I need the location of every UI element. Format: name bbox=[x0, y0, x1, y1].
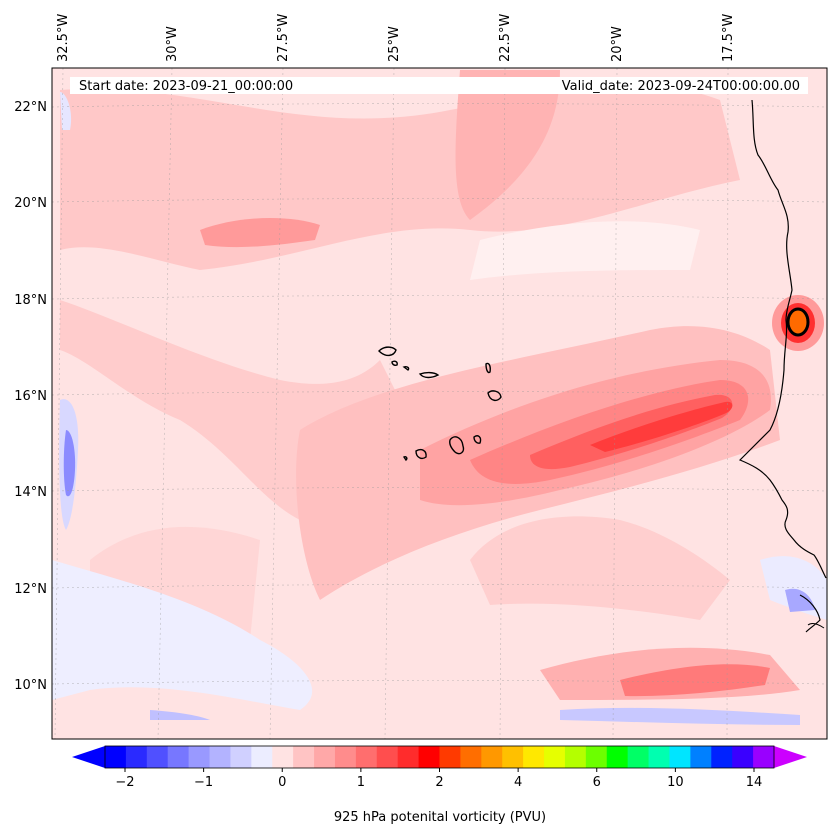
colorbar-swatch bbox=[210, 746, 231, 768]
colorbar-tick-label: 4 bbox=[514, 775, 522, 790]
colorbar-swatch bbox=[440, 746, 461, 768]
colorbar-tick-label: 14 bbox=[746, 775, 763, 790]
lat-label: 10°N bbox=[14, 678, 47, 693]
colorbar-swatch bbox=[565, 746, 586, 768]
colorbar-swatch bbox=[189, 746, 210, 768]
colorbar-swatch bbox=[105, 746, 126, 768]
colorbar-swatch bbox=[419, 746, 440, 768]
colorbar-tick-label: 10 bbox=[667, 775, 684, 790]
colorbar-tick-label: −2 bbox=[115, 775, 134, 790]
colorbar-swatch bbox=[649, 746, 670, 768]
lat-label: 14°N bbox=[14, 485, 47, 500]
map-figure: Start date: 2023-09-21_00:00:00 Valid_da… bbox=[0, 0, 837, 836]
colorbar-swatch bbox=[711, 746, 732, 768]
colorbar-swatch bbox=[753, 746, 774, 768]
colorbar-swatch bbox=[230, 746, 251, 768]
lon-label: 30°W bbox=[165, 26, 180, 62]
colorbar-tick-label: 1 bbox=[357, 775, 365, 790]
lon-label: 17.5°W bbox=[721, 14, 736, 62]
colorbar-swatch bbox=[544, 746, 565, 768]
latitude-labels: 22°N 20°N 18°N 16°N 14°N 12°N 10°N bbox=[14, 100, 47, 693]
lat-label: 16°N bbox=[14, 389, 47, 404]
colorbar-ticks: −2 −1 0 1 2 4 6 10 14 bbox=[115, 768, 762, 790]
lat-label: 22°N bbox=[14, 100, 47, 115]
lon-label: 25°W bbox=[387, 26, 402, 62]
lon-label: 20°W bbox=[610, 26, 625, 62]
longitude-labels: 32.5°W 30°W 27.5°W 25°W 22.5°W 20°W 17.5… bbox=[56, 14, 736, 62]
colorbar-swatch bbox=[314, 746, 335, 768]
colorbar-swatch bbox=[251, 746, 272, 768]
colorbar-swatch bbox=[293, 746, 314, 768]
start-date-label: Start date: 2023-09-21_00:00:00 bbox=[79, 79, 293, 94]
colorbar-swatch bbox=[523, 746, 544, 768]
colorbar-swatches bbox=[105, 746, 775, 768]
colorbar-swatch bbox=[168, 746, 189, 768]
colorbar-tick-label: −1 bbox=[194, 775, 213, 790]
valid-date-label: Valid_date: 2023-09-24T00:00:00.00 bbox=[562, 79, 800, 94]
colorbar-over-arrow bbox=[774, 746, 807, 768]
colorbar-swatch bbox=[502, 746, 523, 768]
colorbar-swatch bbox=[607, 746, 628, 768]
colorbar-swatch bbox=[460, 746, 481, 768]
colorbar-swatch bbox=[586, 746, 607, 768]
colorbar-swatch bbox=[669, 746, 690, 768]
colorbar-swatch bbox=[628, 746, 649, 768]
lon-label: 27.5°W bbox=[276, 14, 291, 62]
colorbar-swatch bbox=[126, 746, 147, 768]
colorbar: −2 −1 0 1 2 4 6 10 14 925 hPa potenital vorticit… bbox=[72, 746, 807, 825]
lat-label: 12°N bbox=[14, 582, 47, 597]
colorbar-tick-label: 0 bbox=[278, 775, 286, 790]
colorbar-label: 925 hPa potenital vorticity (PVU) bbox=[334, 810, 546, 825]
colorbar-tick-label: 2 bbox=[435, 775, 443, 790]
colorbar-swatch bbox=[335, 746, 356, 768]
map-panel: Start date: 2023-09-21_00:00:00 Valid_da… bbox=[52, 68, 827, 739]
colorbar-swatch bbox=[481, 746, 502, 768]
colorbar-swatch bbox=[398, 746, 419, 768]
colorbar-swatch bbox=[147, 746, 168, 768]
colorbar-tick-label: 6 bbox=[593, 775, 601, 790]
lon-label: 32.5°W bbox=[56, 14, 71, 62]
colorbar-swatch bbox=[377, 746, 398, 768]
colorbar-swatch bbox=[732, 746, 753, 768]
lat-label: 20°N bbox=[14, 196, 47, 211]
lon-label: 22.5°W bbox=[498, 14, 513, 62]
colorbar-swatch bbox=[272, 746, 293, 768]
colorbar-swatch bbox=[690, 746, 711, 768]
colorbar-swatch bbox=[356, 746, 377, 768]
colorbar-under-arrow bbox=[72, 746, 105, 768]
lat-label: 18°N bbox=[14, 293, 47, 308]
